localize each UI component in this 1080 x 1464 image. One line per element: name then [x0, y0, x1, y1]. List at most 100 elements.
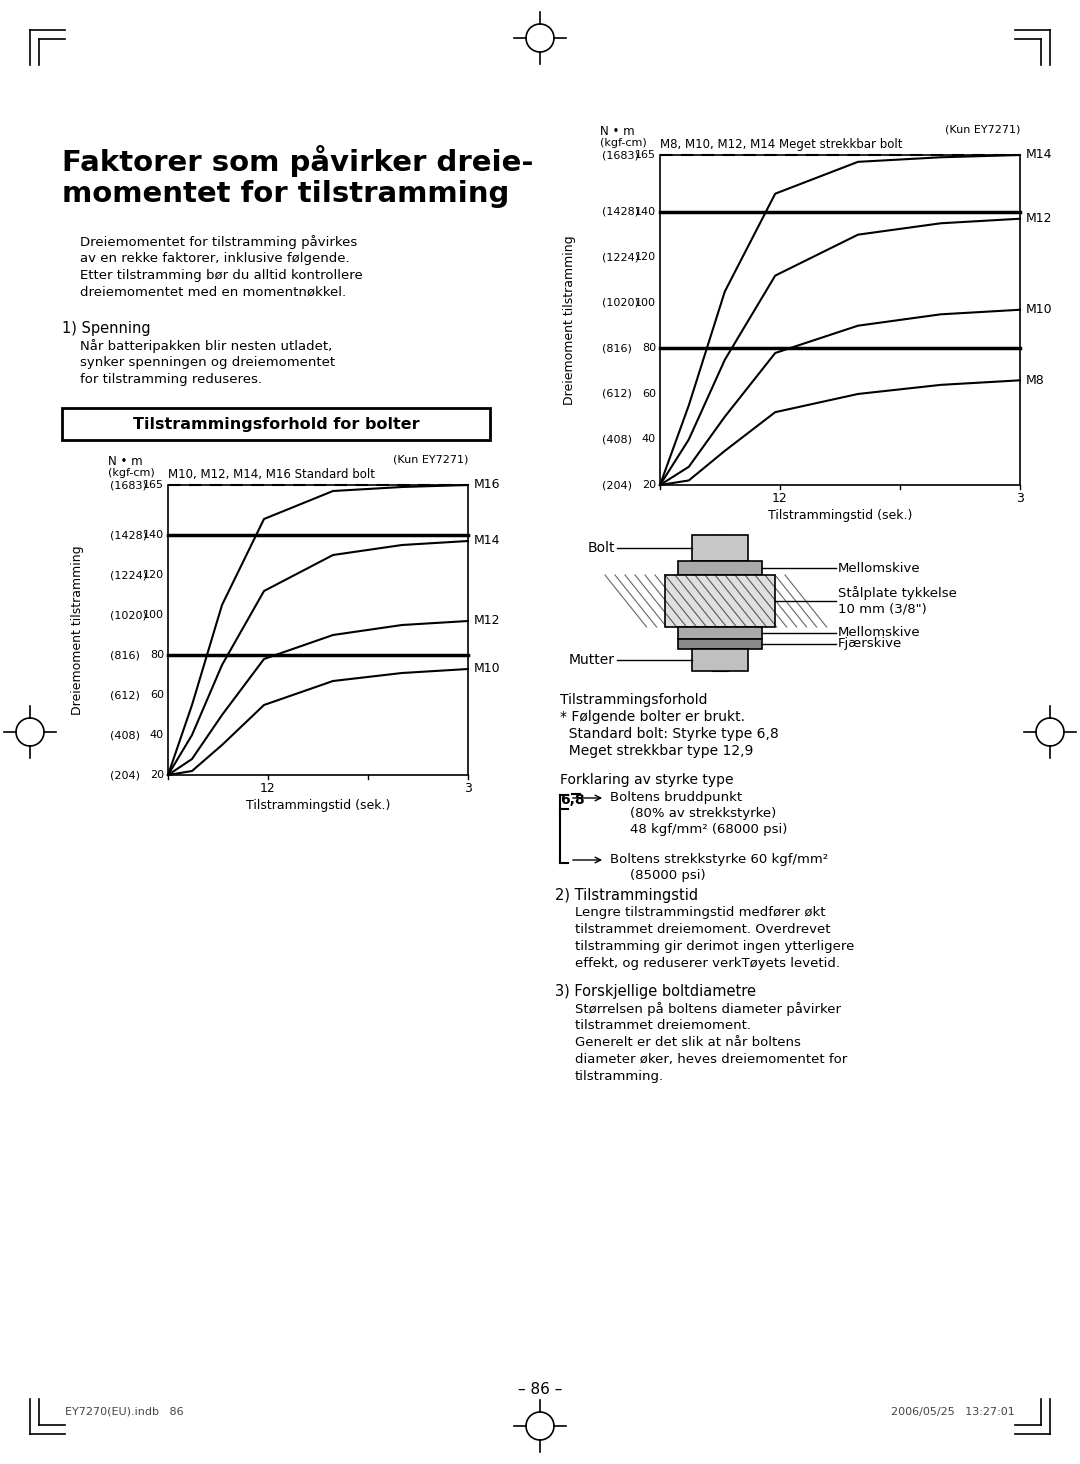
Text: (204): (204) — [602, 480, 632, 490]
Text: M10: M10 — [1026, 303, 1053, 316]
Text: (1683): (1683) — [602, 149, 639, 160]
Text: Mellomskive: Mellomskive — [838, 562, 920, 574]
Text: Boltens strekkstyrke 60 kgf/mm²: Boltens strekkstyrke 60 kgf/mm² — [610, 854, 828, 867]
Text: Dreiemomentet for tilstramming påvirkes: Dreiemomentet for tilstramming påvirkes — [80, 236, 357, 249]
Text: 100: 100 — [143, 610, 164, 619]
Text: 140: 140 — [635, 206, 656, 217]
Text: (408): (408) — [110, 731, 140, 739]
Text: 120: 120 — [635, 252, 656, 262]
Text: Mutter: Mutter — [569, 653, 615, 668]
Text: (204): (204) — [110, 770, 140, 780]
Text: momentet for tilstramming: momentet for tilstramming — [62, 180, 510, 208]
Text: M10: M10 — [474, 663, 501, 675]
Text: (Kun EY7271): (Kun EY7271) — [945, 124, 1020, 135]
Text: tilstramming gir derimot ingen ytterligere: tilstramming gir derimot ingen ytterlige… — [575, 940, 854, 953]
Bar — [62, 408, 490, 441]
Text: tilstramming.: tilstramming. — [575, 1070, 664, 1083]
Text: N • m: N • m — [108, 455, 143, 468]
Text: (1020): (1020) — [110, 610, 147, 619]
Text: for tilstramming reduseres.: for tilstramming reduseres. — [80, 373, 262, 386]
Text: (1224): (1224) — [602, 252, 639, 262]
Text: 3: 3 — [464, 782, 472, 795]
Text: M8: M8 — [1026, 373, 1044, 386]
Bar — [168, 485, 468, 774]
Text: Forklaring av styrke type: Forklaring av styrke type — [561, 773, 733, 788]
Text: tilstrammet dreiemoment.: tilstrammet dreiemoment. — [575, 1019, 751, 1032]
Text: av en rekke faktorer, inklusive følgende.: av en rekke faktorer, inklusive følgende… — [80, 252, 350, 265]
Text: (Kun EY7271): (Kun EY7271) — [393, 455, 468, 466]
Text: synker spenningen og dreiemomentet: synker spenningen og dreiemomentet — [80, 356, 335, 369]
Bar — [665, 575, 775, 627]
Text: (1020): (1020) — [602, 299, 639, 307]
Text: M16: M16 — [474, 479, 500, 492]
Text: (408): (408) — [602, 435, 632, 445]
Bar — [692, 649, 748, 671]
Text: 60: 60 — [642, 389, 656, 400]
Text: (kgf-cm): (kgf-cm) — [600, 138, 647, 148]
Text: 165: 165 — [143, 480, 164, 490]
Text: 1) Spenning: 1) Spenning — [62, 321, 150, 337]
Text: effekt, og reduserer verkTøyets levetid.: effekt, og reduserer verkTøyets levetid. — [575, 957, 840, 971]
Text: 40: 40 — [150, 731, 164, 739]
Text: M8, M10, M12, M14 Meget strekkbar bolt: M8, M10, M12, M14 Meget strekkbar bolt — [660, 138, 903, 151]
Text: M14: M14 — [1026, 148, 1053, 161]
Text: (80% av strekkstyrke): (80% av strekkstyrke) — [630, 808, 777, 820]
Text: Boltens bruddpunkt: Boltens bruddpunkt — [610, 792, 742, 805]
Text: dreiemomentet med en momentnøkkel.: dreiemomentet med en momentnøkkel. — [80, 285, 346, 299]
Bar — [660, 155, 1020, 485]
Text: Dreiemoment tilstramming: Dreiemoment tilstramming — [71, 545, 84, 714]
Bar — [678, 638, 762, 649]
Text: (612): (612) — [110, 690, 140, 700]
Text: (1428): (1428) — [110, 530, 147, 540]
Text: Meget strekkbar type 12,9: Meget strekkbar type 12,9 — [561, 744, 754, 758]
Text: (kgf-cm): (kgf-cm) — [108, 468, 154, 479]
Text: 80: 80 — [150, 650, 164, 660]
Text: (1683): (1683) — [110, 480, 147, 490]
Text: Tilstrammingstid (sek.): Tilstrammingstid (sek.) — [768, 509, 913, 523]
Text: 10 mm (3/8"): 10 mm (3/8") — [838, 603, 927, 615]
Text: 20: 20 — [642, 480, 656, 490]
Text: 3) Forskjellige boltdiametre: 3) Forskjellige boltdiametre — [555, 984, 756, 998]
Text: Mellomskive: Mellomskive — [838, 627, 920, 640]
Text: M12: M12 — [474, 615, 500, 628]
Text: tilstrammet dreiemoment. Overdrevet: tilstrammet dreiemoment. Overdrevet — [575, 922, 831, 935]
Text: Faktorer som påvirker dreie-: Faktorer som påvirker dreie- — [62, 145, 534, 177]
Text: 6,8: 6,8 — [561, 793, 584, 807]
Text: Tilstrammingsforhold: Tilstrammingsforhold — [561, 692, 707, 707]
Text: diameter øker, heves dreiemomentet for: diameter øker, heves dreiemomentet for — [575, 1053, 847, 1066]
Text: * Følgende bolter er brukt.: * Følgende bolter er brukt. — [561, 710, 745, 725]
Text: (612): (612) — [602, 389, 632, 400]
Text: EY7270(EU).indb   86: EY7270(EU).indb 86 — [65, 1407, 184, 1417]
Text: (1224): (1224) — [110, 569, 147, 580]
Text: M10, M12, M14, M16 Standard bolt: M10, M12, M14, M16 Standard bolt — [168, 468, 375, 482]
Text: Fjærskive: Fjærskive — [838, 637, 902, 650]
Text: Tilstrammingstid (sek.): Tilstrammingstid (sek.) — [246, 799, 390, 813]
Text: (1428): (1428) — [602, 206, 639, 217]
Bar — [692, 534, 748, 561]
Text: N • m: N • m — [600, 124, 635, 138]
Text: Tilstrammingsforhold for bolter: Tilstrammingsforhold for bolter — [133, 416, 419, 432]
Bar — [678, 561, 762, 575]
Text: Standard bolt: Styrke type 6,8: Standard bolt: Styrke type 6,8 — [561, 728, 779, 741]
Text: 12: 12 — [772, 492, 788, 505]
Text: 12: 12 — [260, 782, 275, 795]
Text: M12: M12 — [1026, 212, 1053, 225]
Text: Bolt: Bolt — [588, 542, 615, 555]
Text: 60: 60 — [150, 690, 164, 700]
Text: Dreiemoment tilstramming: Dreiemoment tilstramming — [564, 236, 577, 406]
Text: 20: 20 — [150, 770, 164, 780]
Text: Når batteripakken blir nesten utladet,: Når batteripakken blir nesten utladet, — [80, 340, 333, 353]
Text: 165: 165 — [635, 149, 656, 160]
Text: 2) Tilstrammingstid: 2) Tilstrammingstid — [555, 889, 698, 903]
Bar — [712, 534, 728, 671]
Text: Stålplate tykkelse: Stålplate tykkelse — [838, 586, 957, 600]
Text: Etter tilstramming bør du alltid kontrollere: Etter tilstramming bør du alltid kontrol… — [80, 269, 363, 283]
Text: 3: 3 — [1016, 492, 1024, 505]
Text: – 86 –: – 86 – — [517, 1382, 563, 1398]
Text: Størrelsen på boltens diameter påvirker: Størrelsen på boltens diameter påvirker — [575, 1001, 841, 1016]
Text: M14: M14 — [474, 534, 500, 548]
Text: 48 kgf/mm² (68000 psi): 48 kgf/mm² (68000 psi) — [630, 823, 787, 836]
Text: 2006/05/25   13:27:01: 2006/05/25 13:27:01 — [891, 1407, 1015, 1417]
Text: 80: 80 — [642, 344, 656, 353]
Bar — [678, 627, 762, 638]
